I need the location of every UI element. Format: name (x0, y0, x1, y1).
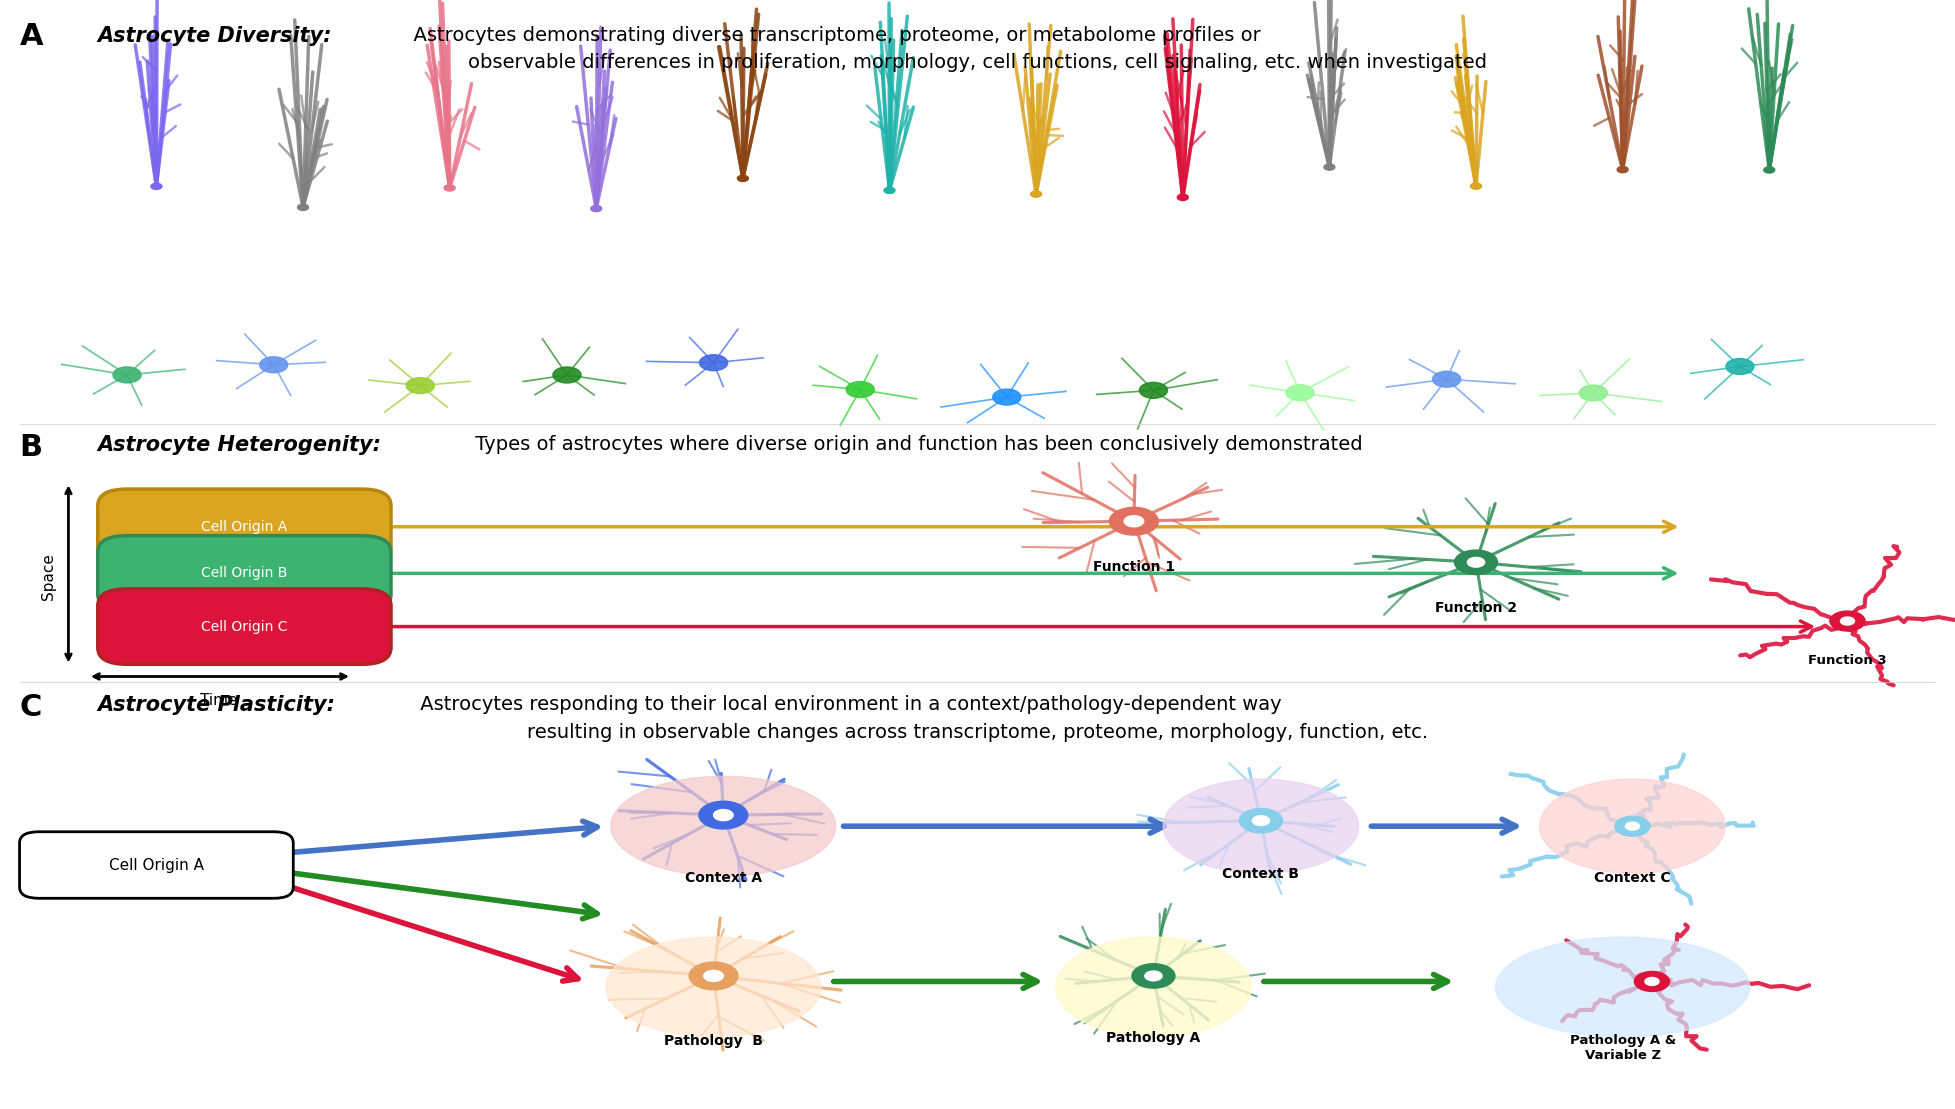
Text: Pathology  B: Pathology B (665, 1034, 762, 1048)
Text: Context B: Context B (1222, 867, 1300, 882)
Text: Function 3: Function 3 (1808, 654, 1887, 668)
Circle shape (1433, 372, 1460, 387)
Text: Function 1: Function 1 (1093, 560, 1175, 574)
Circle shape (1140, 383, 1167, 398)
Circle shape (1455, 550, 1498, 574)
Text: Cell Origin A: Cell Origin A (109, 857, 203, 873)
Circle shape (1146, 971, 1161, 980)
Circle shape (700, 801, 747, 830)
Circle shape (1580, 385, 1607, 401)
Circle shape (1644, 977, 1660, 986)
Circle shape (590, 205, 602, 212)
Circle shape (553, 367, 581, 383)
Text: Astrocyte Plasticity:: Astrocyte Plasticity: (98, 695, 336, 715)
Text: Function 2: Function 2 (1435, 601, 1517, 615)
Ellipse shape (1541, 779, 1724, 874)
Ellipse shape (1056, 937, 1251, 1037)
Ellipse shape (610, 776, 837, 876)
Circle shape (407, 377, 434, 394)
FancyBboxPatch shape (98, 489, 391, 564)
Text: Astrocytes demonstrating diverse transcriptome, proteome, or metabolome profiles: Astrocytes demonstrating diverse transcr… (401, 26, 1261, 44)
Circle shape (714, 810, 733, 821)
Circle shape (260, 357, 287, 373)
Text: B: B (20, 433, 43, 461)
Circle shape (1470, 183, 1482, 190)
Circle shape (1030, 191, 1042, 197)
Circle shape (1615, 816, 1650, 836)
Text: resulting in observable changes across transcriptome, proteome, morphology, func: resulting in observable changes across t… (528, 723, 1427, 742)
Text: Astrocyte Heterogenity:: Astrocyte Heterogenity: (98, 435, 381, 455)
Circle shape (1108, 508, 1157, 536)
Circle shape (444, 185, 456, 191)
Text: Space: Space (41, 553, 57, 600)
Circle shape (1253, 816, 1269, 825)
Circle shape (1286, 385, 1314, 400)
Ellipse shape (1163, 779, 1359, 874)
Circle shape (1830, 611, 1865, 631)
Text: Cell Origin A: Cell Origin A (201, 520, 287, 533)
Circle shape (1625, 822, 1640, 831)
Circle shape (700, 355, 727, 370)
Circle shape (847, 381, 874, 397)
Circle shape (1726, 358, 1754, 375)
Circle shape (1324, 164, 1335, 170)
Text: Astrocytes responding to their local environment in a context/pathology-dependen: Astrocytes responding to their local env… (414, 695, 1282, 714)
Text: Time: Time (199, 693, 239, 709)
Text: Pathology A: Pathology A (1107, 1031, 1200, 1046)
Circle shape (1132, 964, 1175, 988)
Circle shape (1617, 166, 1629, 173)
Text: Types of astrocytes where diverse origin and function has been conclusively demo: Types of astrocytes where diverse origin… (469, 435, 1363, 454)
Circle shape (737, 175, 749, 182)
Text: Cell Origin B: Cell Origin B (201, 567, 287, 580)
Text: Context A: Context A (684, 871, 762, 885)
Circle shape (1177, 194, 1189, 201)
Circle shape (1634, 971, 1670, 991)
Text: A: A (20, 22, 43, 51)
Circle shape (1124, 516, 1144, 527)
Circle shape (1468, 558, 1484, 567)
Circle shape (151, 183, 162, 190)
Text: Pathology A &
Variable Z: Pathology A & Variable Z (1570, 1034, 1675, 1061)
Text: Context C: Context C (1593, 871, 1672, 885)
Circle shape (993, 389, 1021, 405)
FancyBboxPatch shape (98, 536, 391, 611)
FancyBboxPatch shape (20, 832, 293, 898)
Circle shape (884, 187, 895, 193)
Circle shape (688, 963, 737, 990)
Text: observable differences in proliferation, morphology, cell functions, cell signal: observable differences in proliferation,… (467, 53, 1488, 72)
Ellipse shape (606, 937, 821, 1037)
Circle shape (113, 367, 141, 383)
FancyBboxPatch shape (98, 589, 391, 664)
Ellipse shape (1496, 937, 1750, 1037)
Text: Astrocyte Diversity:: Astrocyte Diversity: (98, 26, 332, 45)
Text: Cell Origin C: Cell Origin C (201, 620, 287, 633)
Circle shape (297, 204, 309, 211)
Circle shape (1763, 166, 1775, 173)
Circle shape (1840, 617, 1855, 625)
Circle shape (1239, 808, 1282, 833)
Circle shape (704, 970, 723, 981)
Text: C: C (20, 693, 41, 722)
